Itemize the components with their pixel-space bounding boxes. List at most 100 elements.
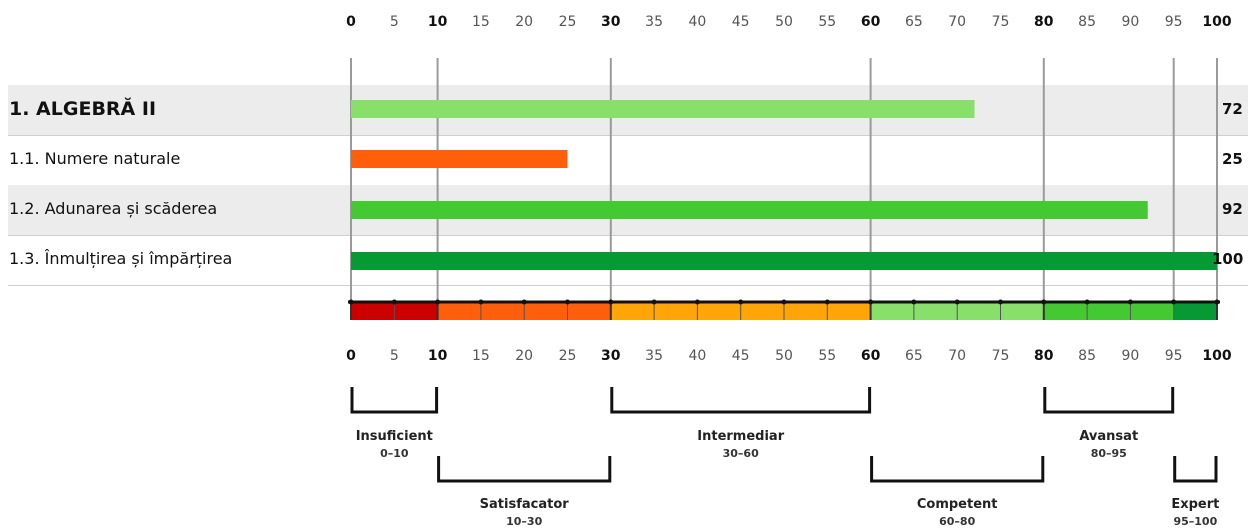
tick-label: 80 (1034, 14, 1054, 30)
tick-label: 100 (1202, 14, 1232, 30)
data-bar (351, 100, 975, 118)
scale-tick-dot (998, 299, 1003, 305)
tick-label: 95 (1164, 14, 1183, 30)
tick-label: 65 (904, 14, 923, 30)
band-bracket (1173, 456, 1218, 483)
value-label: 72 (1222, 100, 1243, 118)
scale-tick-dot (1214, 299, 1220, 305)
tick-label: 15 (471, 14, 490, 30)
tick-label: 90 (1121, 14, 1140, 30)
scale-tick-dot (435, 299, 441, 305)
band-bracket (610, 387, 872, 414)
scale-tick-dot (694, 299, 700, 305)
scale-tick-dot (1127, 299, 1133, 305)
band-range: 10–30 (506, 515, 543, 528)
tick-label: 20 (515, 348, 534, 364)
tick-label: 60 (860, 348, 881, 364)
scale-tick-dot (478, 299, 484, 305)
scale-tick-dot (521, 299, 527, 305)
tick-label: 40 (688, 14, 707, 30)
row-separator (8, 135, 1248, 136)
category-label: 1. ALGEBRĂ II (9, 98, 157, 120)
scale-band (1043, 302, 1174, 320)
band-label: Intermediar 30–60 (671, 428, 811, 462)
scale-tick-dot (868, 299, 874, 305)
tick-label: 55 (818, 348, 837, 364)
band-label: Insuficient 0–10 (324, 428, 464, 462)
data-bar (351, 150, 568, 168)
tick-label: 25 (558, 14, 577, 30)
scale-tick-dot (1041, 299, 1047, 305)
band-bracket (870, 456, 1045, 483)
tick-label: 0 (346, 14, 356, 30)
category-label: 1.3. Înmulțirea și împărțirea (9, 249, 233, 268)
tick-label: 65 (904, 348, 923, 364)
band-bracket (437, 456, 612, 483)
tick-label: 15 (471, 348, 490, 364)
scale-tick-dot (651, 299, 657, 305)
band-name: Avansat (1079, 429, 1139, 444)
scale-tick-dot (1171, 299, 1177, 305)
scale-band (1173, 302, 1217, 320)
category-label: 1.2. Adunarea și scăderea (9, 199, 218, 218)
scale-tick-dot (1084, 299, 1090, 305)
tick-label: 45 (731, 348, 750, 364)
band-range: 60–80 (939, 515, 976, 528)
data-bar (351, 201, 1148, 219)
scale-tick-dot (608, 299, 614, 305)
tick-label: 30 (601, 14, 621, 30)
scale-tick-dot (824, 299, 830, 305)
tick-label: 5 (389, 348, 399, 364)
tick-label: 5 (389, 14, 399, 30)
band-range: 30–60 (722, 447, 759, 460)
band-name: Expert (1171, 497, 1220, 512)
tick-label: 40 (688, 348, 707, 364)
scale-tick-dot (911, 299, 917, 305)
tick-label: 85 (1078, 348, 1096, 364)
row-separator (8, 235, 1248, 236)
scale-tick-dot (565, 299, 570, 305)
category-label: 1.1. Numere naturale (9, 149, 181, 168)
band-bracket (350, 387, 439, 414)
band-range: 80–95 (1090, 447, 1127, 460)
tick-label: 10 (427, 348, 448, 364)
band-range: 95–100 (1173, 515, 1218, 528)
band-name: Satisfacator (479, 497, 569, 512)
tick-label: 30 (601, 348, 621, 364)
tick-label: 10 (427, 14, 448, 30)
tick-label: 75 (991, 348, 1010, 364)
band-range: 0–10 (380, 447, 409, 460)
tick-label: 100 (1202, 348, 1232, 364)
tick-label: 55 (818, 14, 837, 30)
tick-label: 25 (558, 348, 577, 364)
scale-tick-dot (348, 299, 354, 305)
scale-tick-dot (738, 299, 744, 305)
band-label: Expert 95–100 (1125, 496, 1248, 530)
tick-label: 80 (1034, 348, 1054, 364)
scale-tick-dot (781, 299, 787, 305)
tick-label: 50 (775, 14, 793, 30)
row-separator (8, 285, 1248, 286)
tick-label: 35 (645, 348, 663, 364)
tick-label: 95 (1164, 348, 1183, 364)
scale-tick-dot (391, 299, 397, 305)
tick-label: 60 (860, 14, 881, 30)
band-label: Satisfacator 10–30 (454, 496, 594, 530)
band-label: Avansat 80–95 (1039, 428, 1179, 462)
value-label: 25 (1222, 150, 1243, 168)
data-bar (351, 252, 1217, 270)
band-name: Competent (916, 497, 998, 512)
scale-tick-dot (954, 299, 960, 305)
tick-label: 20 (515, 14, 534, 30)
tick-label: 50 (775, 348, 793, 364)
value-label: 92 (1222, 200, 1243, 218)
band-bracket (1043, 387, 1175, 414)
tick-label: 75 (991, 14, 1010, 30)
tick-label: 90 (1121, 348, 1140, 364)
band-name: Insuficient (355, 429, 433, 444)
band-label: Competent 60–80 (887, 496, 1027, 530)
tick-label: 70 (948, 348, 967, 364)
tick-label: 0 (346, 348, 356, 364)
